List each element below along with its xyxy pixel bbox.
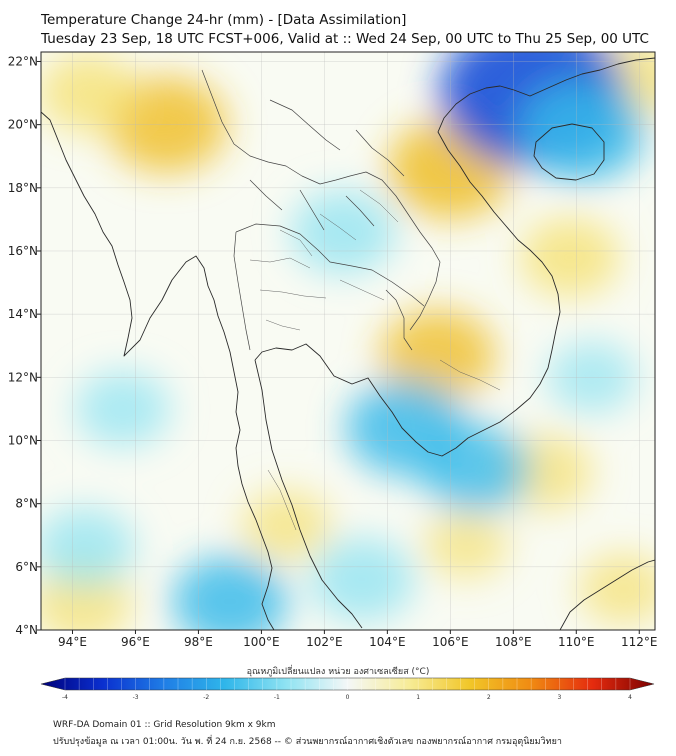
latitude-tick-label: 12°N — [8, 370, 38, 384]
temperature-change-field — [41, 52, 655, 630]
longitude-tick-label: 102°E — [306, 635, 343, 649]
map-title: Temperature Change 24-hr (mm) - [Data As… — [41, 12, 407, 28]
longitude-tick-label: 94°E — [58, 635, 87, 649]
colorbar-tick-label: 2 — [487, 694, 491, 700]
anomaly-cool-15 — [420, 424, 531, 513]
latitude-tick-label: 18°N — [8, 181, 38, 195]
longitude-tick-label: 96°E — [121, 635, 150, 649]
colorbar-tick-label: 1 — [416, 694, 420, 700]
latitude-axis: 4°N 6°N 8°N 10°N 12°N 14°N 16°N 18°N 20°N 22°N — [8, 54, 41, 637]
anomaly-warm-10 — [578, 552, 655, 625]
colorbar-divisions — [64, 678, 631, 690]
anomaly-warm-5 — [519, 217, 620, 298]
longitude-tick-label: 106°E — [432, 635, 469, 649]
longitude-tick-label: 112°E — [621, 635, 658, 649]
footer-credit: ปรับปรุงข้อมูล ณ เวลา 01:00น. วัน พ. ที่… — [53, 737, 562, 747]
colorbar-tick-label: -1 — [274, 694, 280, 700]
anomaly-warm-9 — [423, 510, 509, 579]
colorbar-ticks: -4 -3 -2 -1 0 1 2 3 4 — [62, 694, 632, 700]
colorbar-title: อุณหภูมิเปลี่ยนแปลง หน่วย องศาเซลเซียส (… — [246, 667, 430, 677]
latitude-tick-label: 10°N — [8, 433, 38, 447]
longitude-tick-label: 100°E — [243, 635, 280, 649]
colorbar-tick-label: 4 — [628, 694, 632, 700]
anomaly-cool-17 — [41, 507, 136, 588]
map-subtitle: Tuesday 23 Sep, 18 UTC FCST+006, Valid a… — [41, 31, 649, 47]
colorbar-tick-label: -4 — [62, 694, 68, 700]
anomaly-cool-16 — [172, 555, 288, 630]
colorbar-tick-label: 3 — [557, 694, 561, 700]
coastline — [41, 111, 275, 630]
coastline-east-peninsula — [254, 359, 363, 629]
province-borders — [249, 189, 501, 531]
anomaly-cool-18 — [309, 537, 415, 622]
colorbar: -4 -3 -2 -1 0 1 2 3 4 — [40, 677, 655, 700]
anomaly-warm-3 — [380, 309, 496, 402]
colorbar-tick-label: -2 — [203, 694, 209, 700]
boundaries — [41, 57, 655, 630]
latitude-tick-label: 20°N — [8, 118, 38, 132]
borneo-coast — [559, 559, 655, 630]
anomaly-cool-12 — [520, 80, 646, 181]
anomaly-warm-1 — [41, 53, 139, 134]
country-borders — [201, 69, 441, 351]
longitude-axis: 94°E 96°E 98°E 100°E 102°E 104°E 106°E 108°E 110… — [58, 630, 658, 649]
latitude-tick-label: 14°N — [8, 307, 38, 321]
footer-model-info: WRF-DA Domain 01 :: Grid Resolution 9km … — [53, 720, 276, 730]
hainan-island — [533, 123, 605, 181]
latitude-tick-label: 8°N — [15, 497, 38, 511]
anomaly-cool-19 — [75, 370, 171, 447]
latitude-tick-label: 4°N — [15, 623, 38, 637]
colorbar-tick-label: 0 — [346, 694, 350, 700]
longitude-tick-label: 108°E — [495, 635, 532, 649]
colorbar-tick-label: -3 — [133, 694, 139, 700]
latitude-tick-label: 22°N — [8, 54, 38, 68]
graticule — [41, 52, 655, 630]
longitude-tick-label: 104°E — [369, 635, 406, 649]
longitude-tick-label: 110°E — [558, 635, 595, 649]
map-figure: 94°E 96°E 98°E 100°E 102°E 104°E 106°E 108°E 110… — [8, 19, 676, 700]
longitude-tick-label: 98°E — [184, 635, 213, 649]
plot-area[interactable] — [32, 19, 676, 648]
anomaly-warm-8 — [241, 489, 332, 562]
latitude-tick-label: 6°N — [15, 560, 38, 574]
coastline-gulf — [254, 57, 655, 457]
anomaly-cool-13 — [290, 190, 396, 275]
map-frame — [40, 51, 656, 631]
latitude-tick-label: 16°N — [8, 244, 38, 258]
